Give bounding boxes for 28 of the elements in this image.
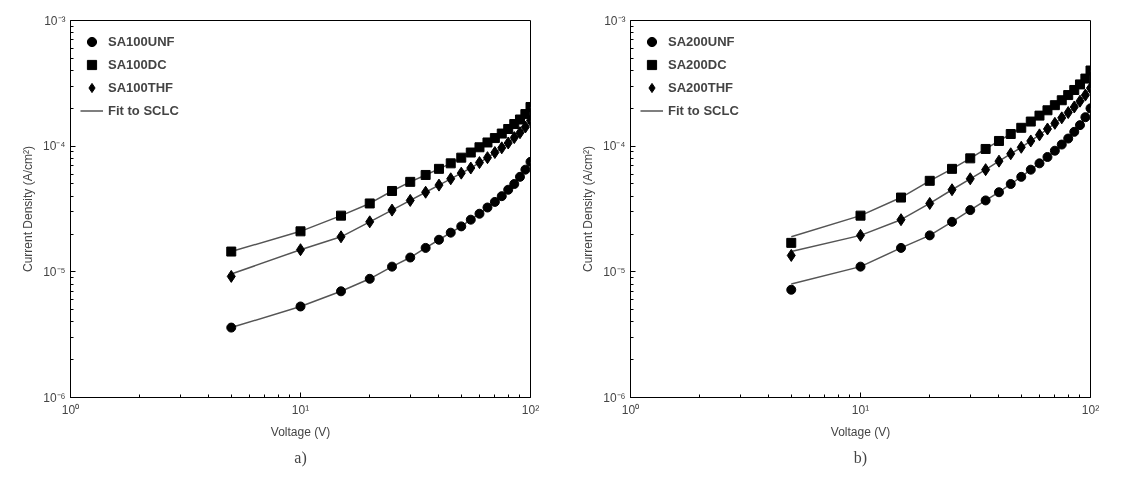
x-tick-label: 10² [521,402,540,417]
y-tick-label: 10⁻⁵ [603,264,626,279]
x-tick-label: 10⁰ [61,402,80,417]
text: a) [294,448,307,467]
y-tick-label: 10⁻³ [604,13,626,28]
legend-label: SA200THF [668,79,734,97]
y-tick-label: 10⁻⁴ [603,139,626,154]
legend-label: Fit to SCLC [668,102,739,120]
x-tick-label: 10¹ [291,402,310,417]
legend-label: SA100THF [108,79,174,97]
x-axis-title: Voltage (V) [830,424,891,439]
legend-label: SA100UNF [108,33,175,51]
legend-label: SA200DC [668,56,727,74]
legend-label: Fit to SCLC [108,102,179,120]
y-tick-label: 10⁻⁶ [603,390,626,405]
x-axis-title: Voltage (V) [270,424,331,439]
legend-label: SA200UNF [668,33,735,51]
legend-label: SA100DC [108,56,167,74]
y-tick-label: 10⁻³ [44,13,66,28]
x-tick-label: 10² [1081,402,1100,417]
y-tick-label: 10⁻⁵ [43,264,66,279]
text: b) [853,448,868,467]
y-tick-label: 10⁻⁶ [43,390,66,405]
y-axis-title: Current Density (A/cm²) [21,145,35,273]
y-tick-label: 10⁻⁴ [43,139,66,154]
y-axis-title: Current Density (A/cm²) [581,145,595,273]
x-tick-label: 10⁰ [621,402,640,417]
x-tick-label: 10¹ [851,402,870,417]
